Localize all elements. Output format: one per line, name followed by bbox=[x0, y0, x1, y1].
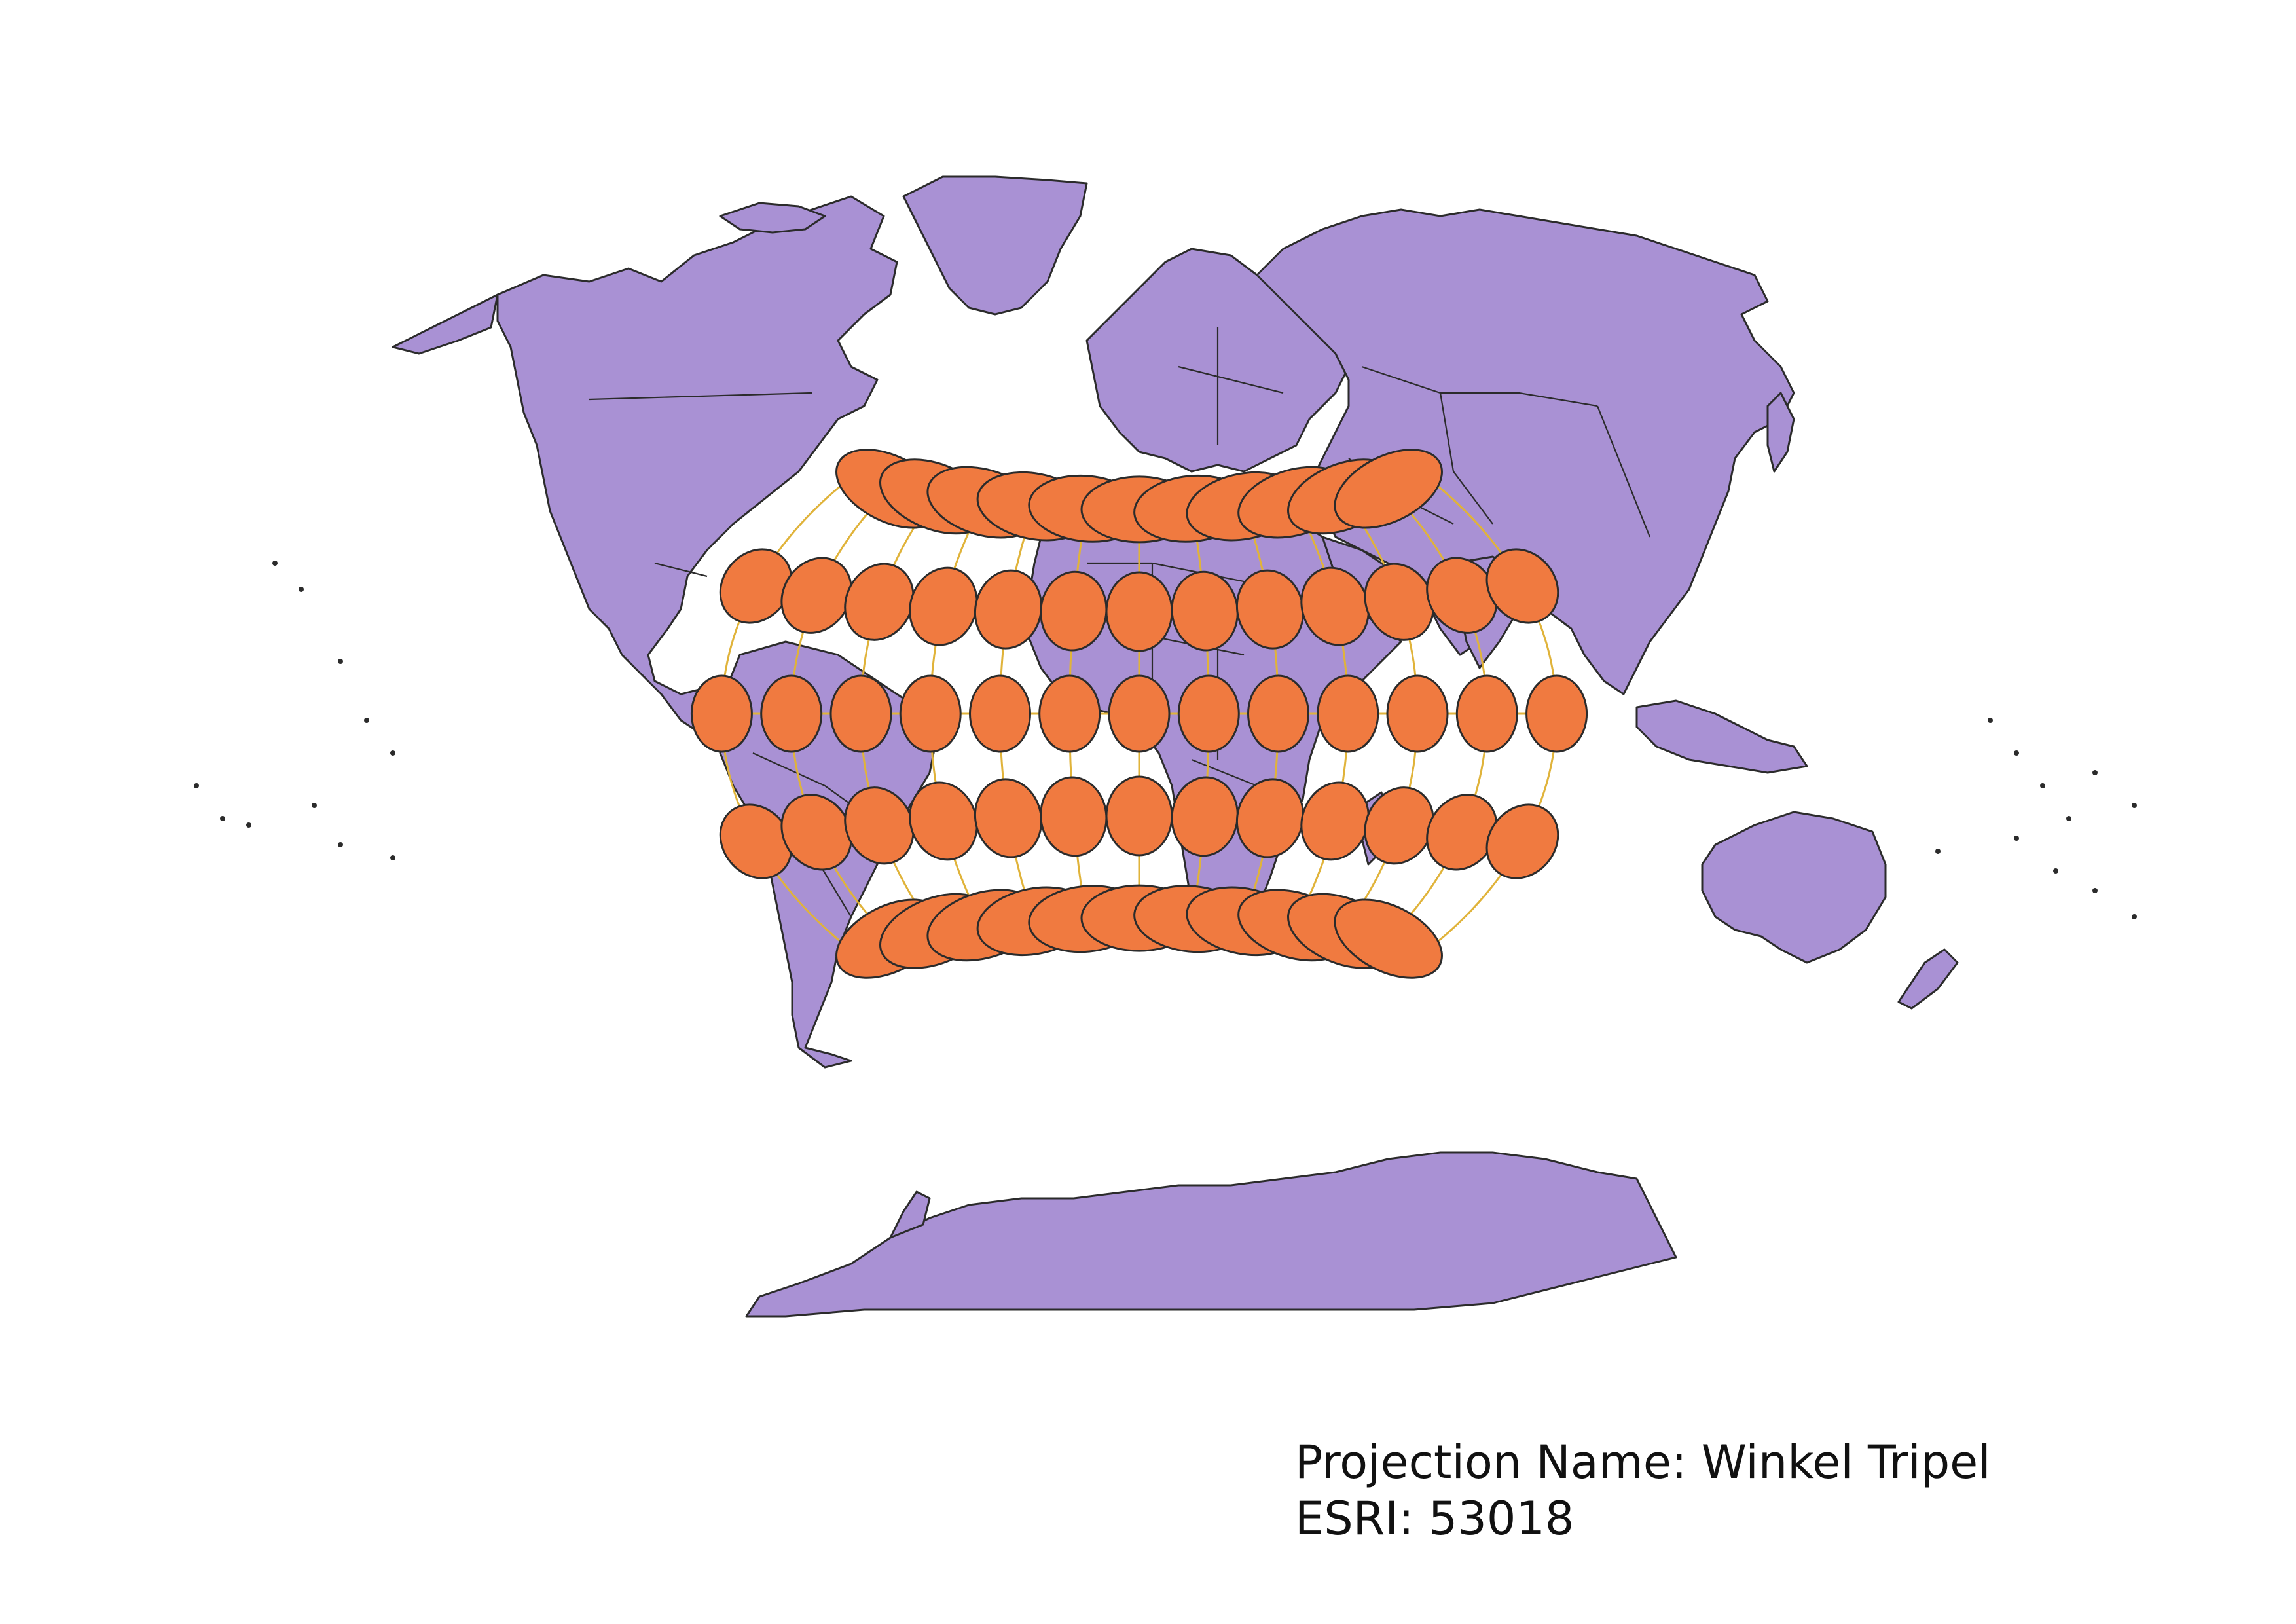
tissot-ellipse bbox=[1108, 674, 1171, 753]
islet bbox=[390, 750, 395, 756]
tissot-ellipse bbox=[1317, 674, 1379, 753]
new-zealand bbox=[1897, 948, 1959, 1010]
islet bbox=[2040, 783, 2045, 788]
islet bbox=[299, 587, 304, 592]
australia bbox=[1701, 811, 1887, 964]
tissot-ellipse bbox=[1525, 674, 1588, 753]
arctic-islands bbox=[719, 202, 826, 234]
tissot-ellipse bbox=[844, 786, 915, 865]
islet bbox=[272, 561, 278, 566]
japan bbox=[1766, 392, 1795, 473]
islet bbox=[338, 659, 343, 664]
tissot-ellipse bbox=[1247, 674, 1309, 753]
tissot-ellipse bbox=[974, 778, 1043, 858]
tissot-ellipse bbox=[780, 557, 852, 634]
tissot-ellipse bbox=[1105, 571, 1173, 652]
tissot-ellipse bbox=[1386, 674, 1449, 753]
tissot-ellipse bbox=[844, 563, 915, 641]
alaska-peninsula bbox=[392, 293, 499, 355]
islet bbox=[2053, 868, 2058, 874]
islet bbox=[2092, 770, 2098, 775]
islet bbox=[2132, 914, 2137, 919]
tissot-ellipse bbox=[1334, 898, 1443, 979]
antarctic-peninsula bbox=[889, 1190, 931, 1239]
antarctica bbox=[745, 1151, 1677, 1318]
projection-info: Projection Name: Winkel Tripel ESRI: 530… bbox=[1295, 1434, 1991, 1547]
southeast-asia-islands bbox=[1635, 699, 1808, 774]
tissot-ellipse bbox=[1105, 775, 1173, 857]
islet bbox=[2014, 750, 2019, 756]
islet bbox=[2066, 816, 2071, 821]
tissot-ellipse bbox=[909, 781, 978, 861]
islet bbox=[364, 718, 369, 723]
north-america bbox=[496, 195, 898, 761]
tissot-indicatrix bbox=[690, 449, 1588, 979]
tissot-ellipse bbox=[1485, 803, 1559, 879]
islet bbox=[1935, 849, 1941, 854]
tissot-ellipse bbox=[760, 674, 823, 753]
islet bbox=[2014, 836, 2019, 841]
tissot-ellipse bbox=[690, 674, 753, 753]
islet bbox=[2132, 803, 2137, 808]
tissot-ellipse bbox=[1038, 674, 1101, 753]
tissot-ellipse bbox=[719, 548, 793, 624]
greenland bbox=[902, 175, 1088, 316]
islet bbox=[194, 783, 199, 788]
islet bbox=[246, 822, 251, 828]
tissot-ellipse bbox=[829, 674, 892, 753]
tissot-ellipse bbox=[1455, 674, 1518, 753]
tissot-ellipse bbox=[899, 674, 962, 753]
tissot-ellipse bbox=[780, 794, 852, 871]
esri-code-label: ESRI: 53018 bbox=[1295, 1492, 1575, 1545]
tissot-ellipse bbox=[969, 674, 1031, 753]
islet bbox=[1988, 718, 1993, 723]
tissot-ellipse bbox=[1040, 776, 1108, 857]
land-layer bbox=[392, 175, 1959, 1318]
projection-name-label: Projection Name: Winkel Tripel bbox=[1295, 1435, 1991, 1489]
tissot-ellipse bbox=[1177, 674, 1240, 753]
islet bbox=[220, 816, 225, 821]
tissot-ellipse bbox=[1485, 548, 1559, 624]
islet bbox=[338, 842, 343, 847]
tissot-ellipse bbox=[909, 566, 978, 646]
small-islands bbox=[194, 561, 2137, 919]
islet bbox=[312, 803, 317, 808]
tissot-ellipse bbox=[719, 803, 793, 879]
islet bbox=[2092, 888, 2098, 893]
tissot-ellipse bbox=[1334, 449, 1443, 529]
islet bbox=[390, 855, 395, 860]
